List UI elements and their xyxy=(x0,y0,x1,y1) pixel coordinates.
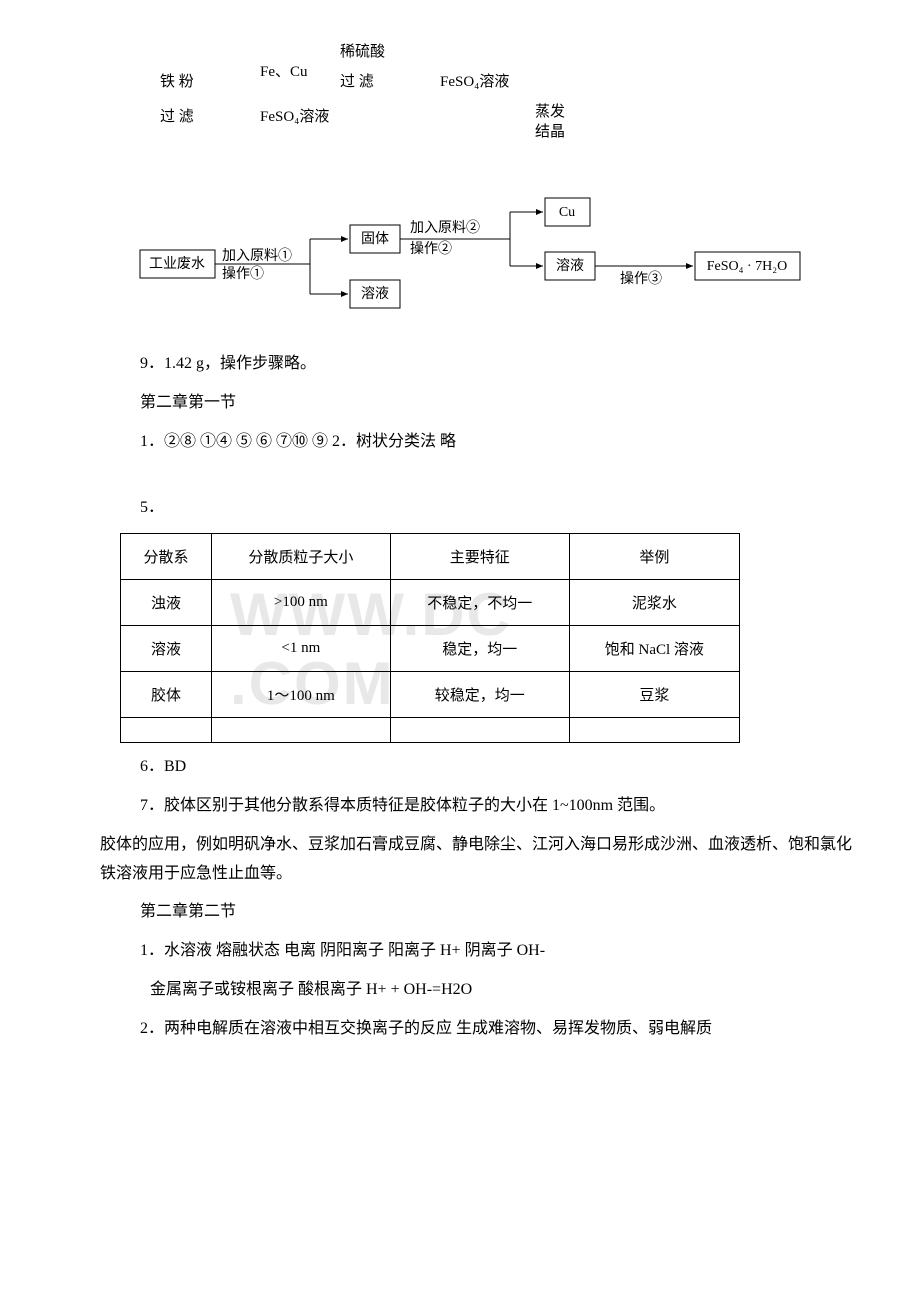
label-fecu: Fe、Cu xyxy=(260,60,308,81)
label-guolv1: 过 滤 xyxy=(340,70,374,91)
table-cell: 饱和 NaCl 溶液 xyxy=(569,626,739,672)
table-cell xyxy=(211,718,390,743)
table-cell xyxy=(569,718,739,743)
node-liquid2-label: 溶液 xyxy=(556,258,584,274)
label-op2a: 加入原料② xyxy=(410,220,480,236)
label-op1b: 操作① xyxy=(222,266,264,282)
table-cell: 豆浆 xyxy=(569,672,739,718)
table-row: 浊液 >100 nm 不稳定，不均一 泥浆水 xyxy=(121,580,740,626)
table-row: 溶液 <1 nm 稳定，均一 饱和 NaCl 溶液 xyxy=(121,626,740,672)
label-op2b: 操作② xyxy=(410,241,452,257)
table-header: 分散质粒子大小 xyxy=(211,534,390,580)
label-feso4-2: FeSO₄溶液 xyxy=(260,105,329,126)
label-feso4-1: FeSO₄溶液 xyxy=(440,70,509,91)
chapter-2-1-q1: 1．②⑧ ①④ ⑤ ⑥ ⑦⑩ ⑨ 2．树状分类法 略 xyxy=(140,428,860,457)
node-liquid1-label: 溶液 xyxy=(361,286,389,302)
table-cell: 浊液 xyxy=(121,580,212,626)
chapter-2-1-title: 第二章第一节 xyxy=(140,389,860,418)
table-cell: 不稳定，不均一 xyxy=(390,580,569,626)
flow-diagram-top: 稀硫酸 铁 粉 Fe、Cu 过 滤 FeSO₄溶液 过 滤 FeSO₄溶液 蒸发… xyxy=(140,40,860,170)
flowchart-process: 工业废水 固体 溶液 Cu 溶液 FeSO₄ · 7H₂O 加入原料① 操作① … xyxy=(110,190,810,330)
answer-5-label: 5． xyxy=(140,494,860,523)
node-solid-label: 固体 xyxy=(361,231,389,247)
dispersion-table: 分散系 分散质粒子大小 主要特征 举例 浊液 >100 nm 不稳定，不均一 泥… xyxy=(120,533,740,743)
table-cell xyxy=(390,718,569,743)
table-header: 主要特征 xyxy=(390,534,569,580)
table-header: 举例 xyxy=(569,534,739,580)
table-row-empty xyxy=(121,718,740,743)
table-cell: >100 nm xyxy=(211,580,390,626)
node-start-label: 工业废水 xyxy=(149,256,205,272)
answer-7-sub: 胶体的应用，例如明矾净水、豆浆加石膏成豆腐、静电除尘、江河入海口易形成沙洲、血液… xyxy=(100,831,860,889)
table-cell: 泥浆水 xyxy=(569,580,739,626)
chapter-2-2-q1: 1．水溶液 熔融状态 电离 阴阳离子 阳离子 H+ 阴离子 OH- xyxy=(140,937,860,966)
table-cell: <1 nm xyxy=(211,626,390,672)
label-jiejing: 结晶 xyxy=(535,120,565,141)
label-zhengfa: 蒸发 xyxy=(535,100,565,121)
label-guolv2: 过 滤 xyxy=(160,105,194,126)
label-op1a: 加入原料① xyxy=(222,248,292,264)
table-cell: 溶液 xyxy=(121,626,212,672)
label-op3: 操作③ xyxy=(620,271,662,287)
answer-9: 9．1.42 g，操作步骤略。 xyxy=(140,350,860,379)
label-tiefen: 铁 粉 xyxy=(160,70,194,91)
answer-7: 7．胶体区别于其他分散系得本质特征是胶体粒子的大小在 1~100nm 范围。 xyxy=(140,792,860,821)
table-cell: 稳定，均一 xyxy=(390,626,569,672)
document-content: 稀硫酸 铁 粉 Fe、Cu 过 滤 FeSO₄溶液 过 滤 FeSO₄溶液 蒸发… xyxy=(60,40,860,1044)
node-result-label: FeSO₄ · 7H₂O xyxy=(707,259,788,274)
table-cell xyxy=(121,718,212,743)
table-cell: 1～100 nm xyxy=(211,672,390,718)
table-header-row: 分散系 分散质粒子大小 主要特征 举例 xyxy=(121,534,740,580)
label-xihuosuan: 稀硫酸 xyxy=(340,40,385,61)
chapter-2-2-title: 第二章第二节 xyxy=(140,898,860,927)
chapter-2-2-q1b: 金属离子或铵根离子 酸根离子 H+ + OH-=H2O xyxy=(150,976,860,1005)
chapter-2-2-q2: 2．两种电解质在溶液中相互交换离子的反应 生成难溶物、易挥发物质、弱电解质 xyxy=(140,1015,860,1044)
table-header: 分散系 xyxy=(121,534,212,580)
answer-6: 6．BD xyxy=(140,753,860,782)
node-cu-label: Cu xyxy=(559,205,575,220)
table-cell: 胶体 xyxy=(121,672,212,718)
table-row: 胶体 1～100 nm 较稳定，均一 豆浆 xyxy=(121,672,740,718)
table-cell: 较稳定，均一 xyxy=(390,672,569,718)
